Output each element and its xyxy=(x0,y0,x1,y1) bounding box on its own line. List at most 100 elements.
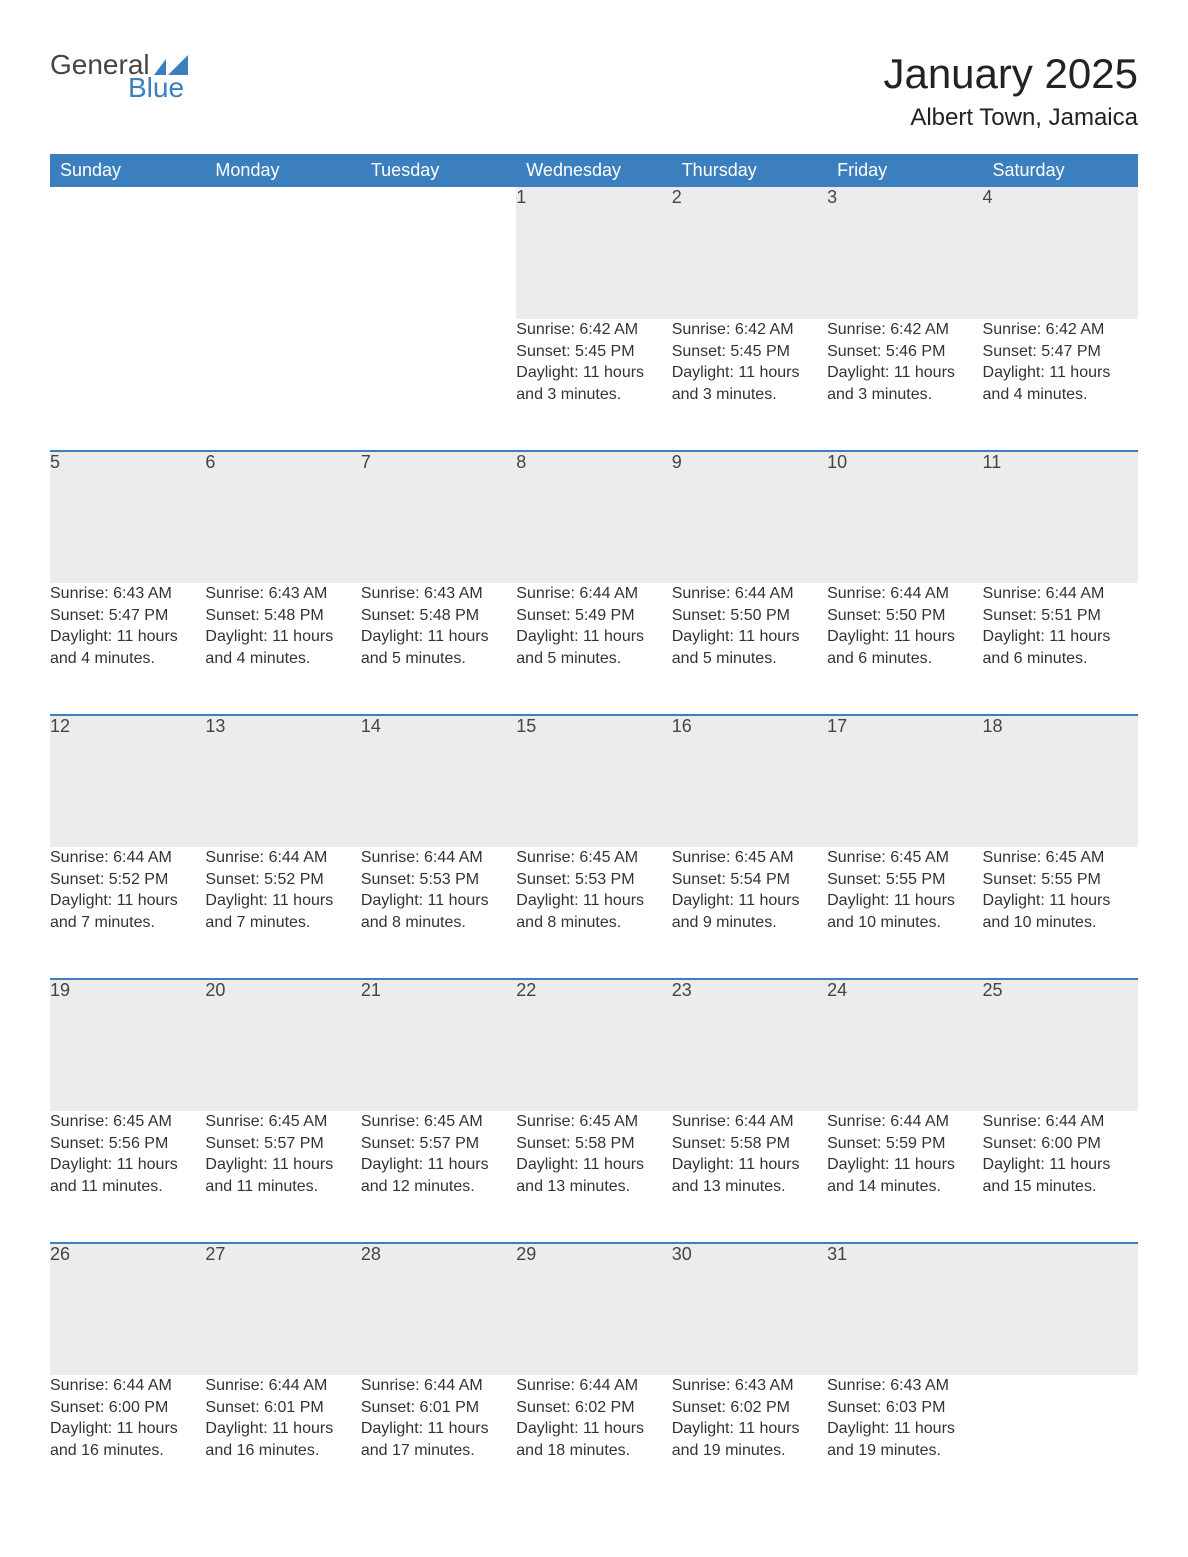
sunset-line: Sunset: 5:46 PM xyxy=(827,341,982,363)
sunset-line: Sunset: 5:53 PM xyxy=(361,869,516,891)
brand-line2: Blue xyxy=(50,73,188,102)
day-content-cell: Sunrise: 6:44 AMSunset: 6:01 PMDaylight:… xyxy=(361,1375,516,1507)
daylight-line: Daylight: 11 hours and 12 minutes. xyxy=(361,1154,516,1197)
sunset-line: Sunset: 5:49 PM xyxy=(516,605,671,627)
page-header: General Blue January 2025 Albert Town, J… xyxy=(50,50,1138,146)
day-number-cell: 3 xyxy=(827,187,982,319)
week-content-row: Sunrise: 6:42 AMSunset: 5:45 PMDaylight:… xyxy=(50,319,1138,451)
daylight-line: Daylight: 11 hours and 10 minutes. xyxy=(983,890,1138,933)
sunset-line: Sunset: 6:02 PM xyxy=(672,1397,827,1419)
day-number-cell: 23 xyxy=(672,979,827,1111)
weekday-header: Tuesday xyxy=(361,154,516,187)
sunrise-line: Sunrise: 6:45 AM xyxy=(50,1111,205,1133)
sunrise-line: Sunrise: 6:42 AM xyxy=(983,319,1138,341)
sunset-line: Sunset: 5:50 PM xyxy=(827,605,982,627)
sunset-line: Sunset: 6:03 PM xyxy=(827,1397,982,1419)
day-number-cell: 24 xyxy=(827,979,982,1111)
sunrise-line: Sunrise: 6:45 AM xyxy=(516,1111,671,1133)
sunrise-line: Sunrise: 6:44 AM xyxy=(516,583,671,605)
day-content-cell: Sunrise: 6:43 AMSunset: 5:48 PMDaylight:… xyxy=(361,583,516,715)
daylight-line: Daylight: 11 hours and 17 minutes. xyxy=(361,1418,516,1461)
daylight-line: Daylight: 11 hours and 7 minutes. xyxy=(205,890,360,933)
daylight-line: Daylight: 11 hours and 19 minutes. xyxy=(827,1418,982,1461)
day-content-cell: Sunrise: 6:42 AMSunset: 5:45 PMDaylight:… xyxy=(516,319,671,451)
day-number-cell: 8 xyxy=(516,451,671,583)
day-content-cell: Sunrise: 6:43 AMSunset: 6:02 PMDaylight:… xyxy=(672,1375,827,1507)
sunset-line: Sunset: 5:52 PM xyxy=(205,869,360,891)
day-number-cell xyxy=(50,187,205,319)
sunrise-line: Sunrise: 6:44 AM xyxy=(205,1375,360,1397)
day-number-cell: 12 xyxy=(50,715,205,847)
daylight-line: Daylight: 11 hours and 19 minutes. xyxy=(672,1418,827,1461)
month-title: January 2025 xyxy=(883,50,1138,98)
day-number-cell: 25 xyxy=(983,979,1138,1111)
day-content-cell: Sunrise: 6:45 AMSunset: 5:57 PMDaylight:… xyxy=(361,1111,516,1243)
day-content-cell: Sunrise: 6:44 AMSunset: 5:52 PMDaylight:… xyxy=(50,847,205,979)
sunrise-line: Sunrise: 6:43 AM xyxy=(50,583,205,605)
daylight-line: Daylight: 11 hours and 5 minutes. xyxy=(361,626,516,669)
week-content-row: Sunrise: 6:43 AMSunset: 5:47 PMDaylight:… xyxy=(50,583,1138,715)
sunset-line: Sunset: 5:47 PM xyxy=(983,341,1138,363)
sunset-line: Sunset: 5:56 PM xyxy=(50,1133,205,1155)
day-number-cell: 17 xyxy=(827,715,982,847)
sunset-line: Sunset: 6:01 PM xyxy=(361,1397,516,1419)
daylight-line: Daylight: 11 hours and 6 minutes. xyxy=(827,626,982,669)
day-number-cell: 5 xyxy=(50,451,205,583)
sunset-line: Sunset: 5:57 PM xyxy=(361,1133,516,1155)
sunrise-line: Sunrise: 6:42 AM xyxy=(672,319,827,341)
sunset-line: Sunset: 6:01 PM xyxy=(205,1397,360,1419)
daylight-line: Daylight: 11 hours and 4 minutes. xyxy=(205,626,360,669)
week-daynum-row: 567891011 xyxy=(50,451,1138,583)
daylight-line: Daylight: 11 hours and 6 minutes. xyxy=(983,626,1138,669)
weekday-header: Monday xyxy=(205,154,360,187)
sunset-line: Sunset: 6:00 PM xyxy=(50,1397,205,1419)
sunset-line: Sunset: 5:45 PM xyxy=(516,341,671,363)
day-number-cell: 4 xyxy=(983,187,1138,319)
sunrise-line: Sunrise: 6:44 AM xyxy=(205,847,360,869)
weekday-header: Saturday xyxy=(983,154,1138,187)
sunrise-line: Sunrise: 6:44 AM xyxy=(672,583,827,605)
day-content-cell: Sunrise: 6:43 AMSunset: 6:03 PMDaylight:… xyxy=(827,1375,982,1507)
day-number-cell: 9 xyxy=(672,451,827,583)
daylight-line: Daylight: 11 hours and 3 minutes. xyxy=(827,362,982,405)
week-content-row: Sunrise: 6:45 AMSunset: 5:56 PMDaylight:… xyxy=(50,1111,1138,1243)
sunrise-line: Sunrise: 6:45 AM xyxy=(827,847,982,869)
daylight-line: Daylight: 11 hours and 18 minutes. xyxy=(516,1418,671,1461)
day-content-cell: Sunrise: 6:44 AMSunset: 6:00 PMDaylight:… xyxy=(983,1111,1138,1243)
sunrise-line: Sunrise: 6:44 AM xyxy=(983,1111,1138,1133)
sunset-line: Sunset: 5:52 PM xyxy=(50,869,205,891)
weekday-header: Sunday xyxy=(50,154,205,187)
daylight-line: Daylight: 11 hours and 5 minutes. xyxy=(516,626,671,669)
day-number-cell: 1 xyxy=(516,187,671,319)
sunrise-line: Sunrise: 6:44 AM xyxy=(361,847,516,869)
daylight-line: Daylight: 11 hours and 8 minutes. xyxy=(361,890,516,933)
day-content-cell: Sunrise: 6:44 AMSunset: 5:50 PMDaylight:… xyxy=(672,583,827,715)
sunset-line: Sunset: 5:59 PM xyxy=(827,1133,982,1155)
sunrise-line: Sunrise: 6:44 AM xyxy=(672,1111,827,1133)
calendar-table: SundayMondayTuesdayWednesdayThursdayFrid… xyxy=(50,154,1138,1507)
day-number-cell: 14 xyxy=(361,715,516,847)
sunset-line: Sunset: 6:02 PM xyxy=(516,1397,671,1419)
day-content-cell xyxy=(50,319,205,451)
weekday-header-row: SundayMondayTuesdayWednesdayThursdayFrid… xyxy=(50,154,1138,187)
daylight-line: Daylight: 11 hours and 13 minutes. xyxy=(516,1154,671,1197)
week-daynum-row: 12131415161718 xyxy=(50,715,1138,847)
sunrise-line: Sunrise: 6:43 AM xyxy=(205,583,360,605)
day-number-cell: 6 xyxy=(205,451,360,583)
day-content-cell: Sunrise: 6:44 AMSunset: 5:50 PMDaylight:… xyxy=(827,583,982,715)
sunset-line: Sunset: 5:50 PM xyxy=(672,605,827,627)
day-content-cell: Sunrise: 6:43 AMSunset: 5:47 PMDaylight:… xyxy=(50,583,205,715)
day-content-cell xyxy=(361,319,516,451)
sunset-line: Sunset: 5:58 PM xyxy=(516,1133,671,1155)
day-content-cell: Sunrise: 6:42 AMSunset: 5:45 PMDaylight:… xyxy=(672,319,827,451)
day-number-cell: 30 xyxy=(672,1243,827,1375)
daylight-line: Daylight: 11 hours and 7 minutes. xyxy=(50,890,205,933)
sunset-line: Sunset: 5:55 PM xyxy=(983,869,1138,891)
day-number-cell: 27 xyxy=(205,1243,360,1375)
weekday-header: Thursday xyxy=(672,154,827,187)
sunset-line: Sunset: 5:51 PM xyxy=(983,605,1138,627)
daylight-line: Daylight: 11 hours and 14 minutes. xyxy=(827,1154,982,1197)
day-content-cell: Sunrise: 6:42 AMSunset: 5:47 PMDaylight:… xyxy=(983,319,1138,451)
sunrise-line: Sunrise: 6:43 AM xyxy=(361,583,516,605)
location-subtitle: Albert Town, Jamaica xyxy=(883,104,1138,132)
